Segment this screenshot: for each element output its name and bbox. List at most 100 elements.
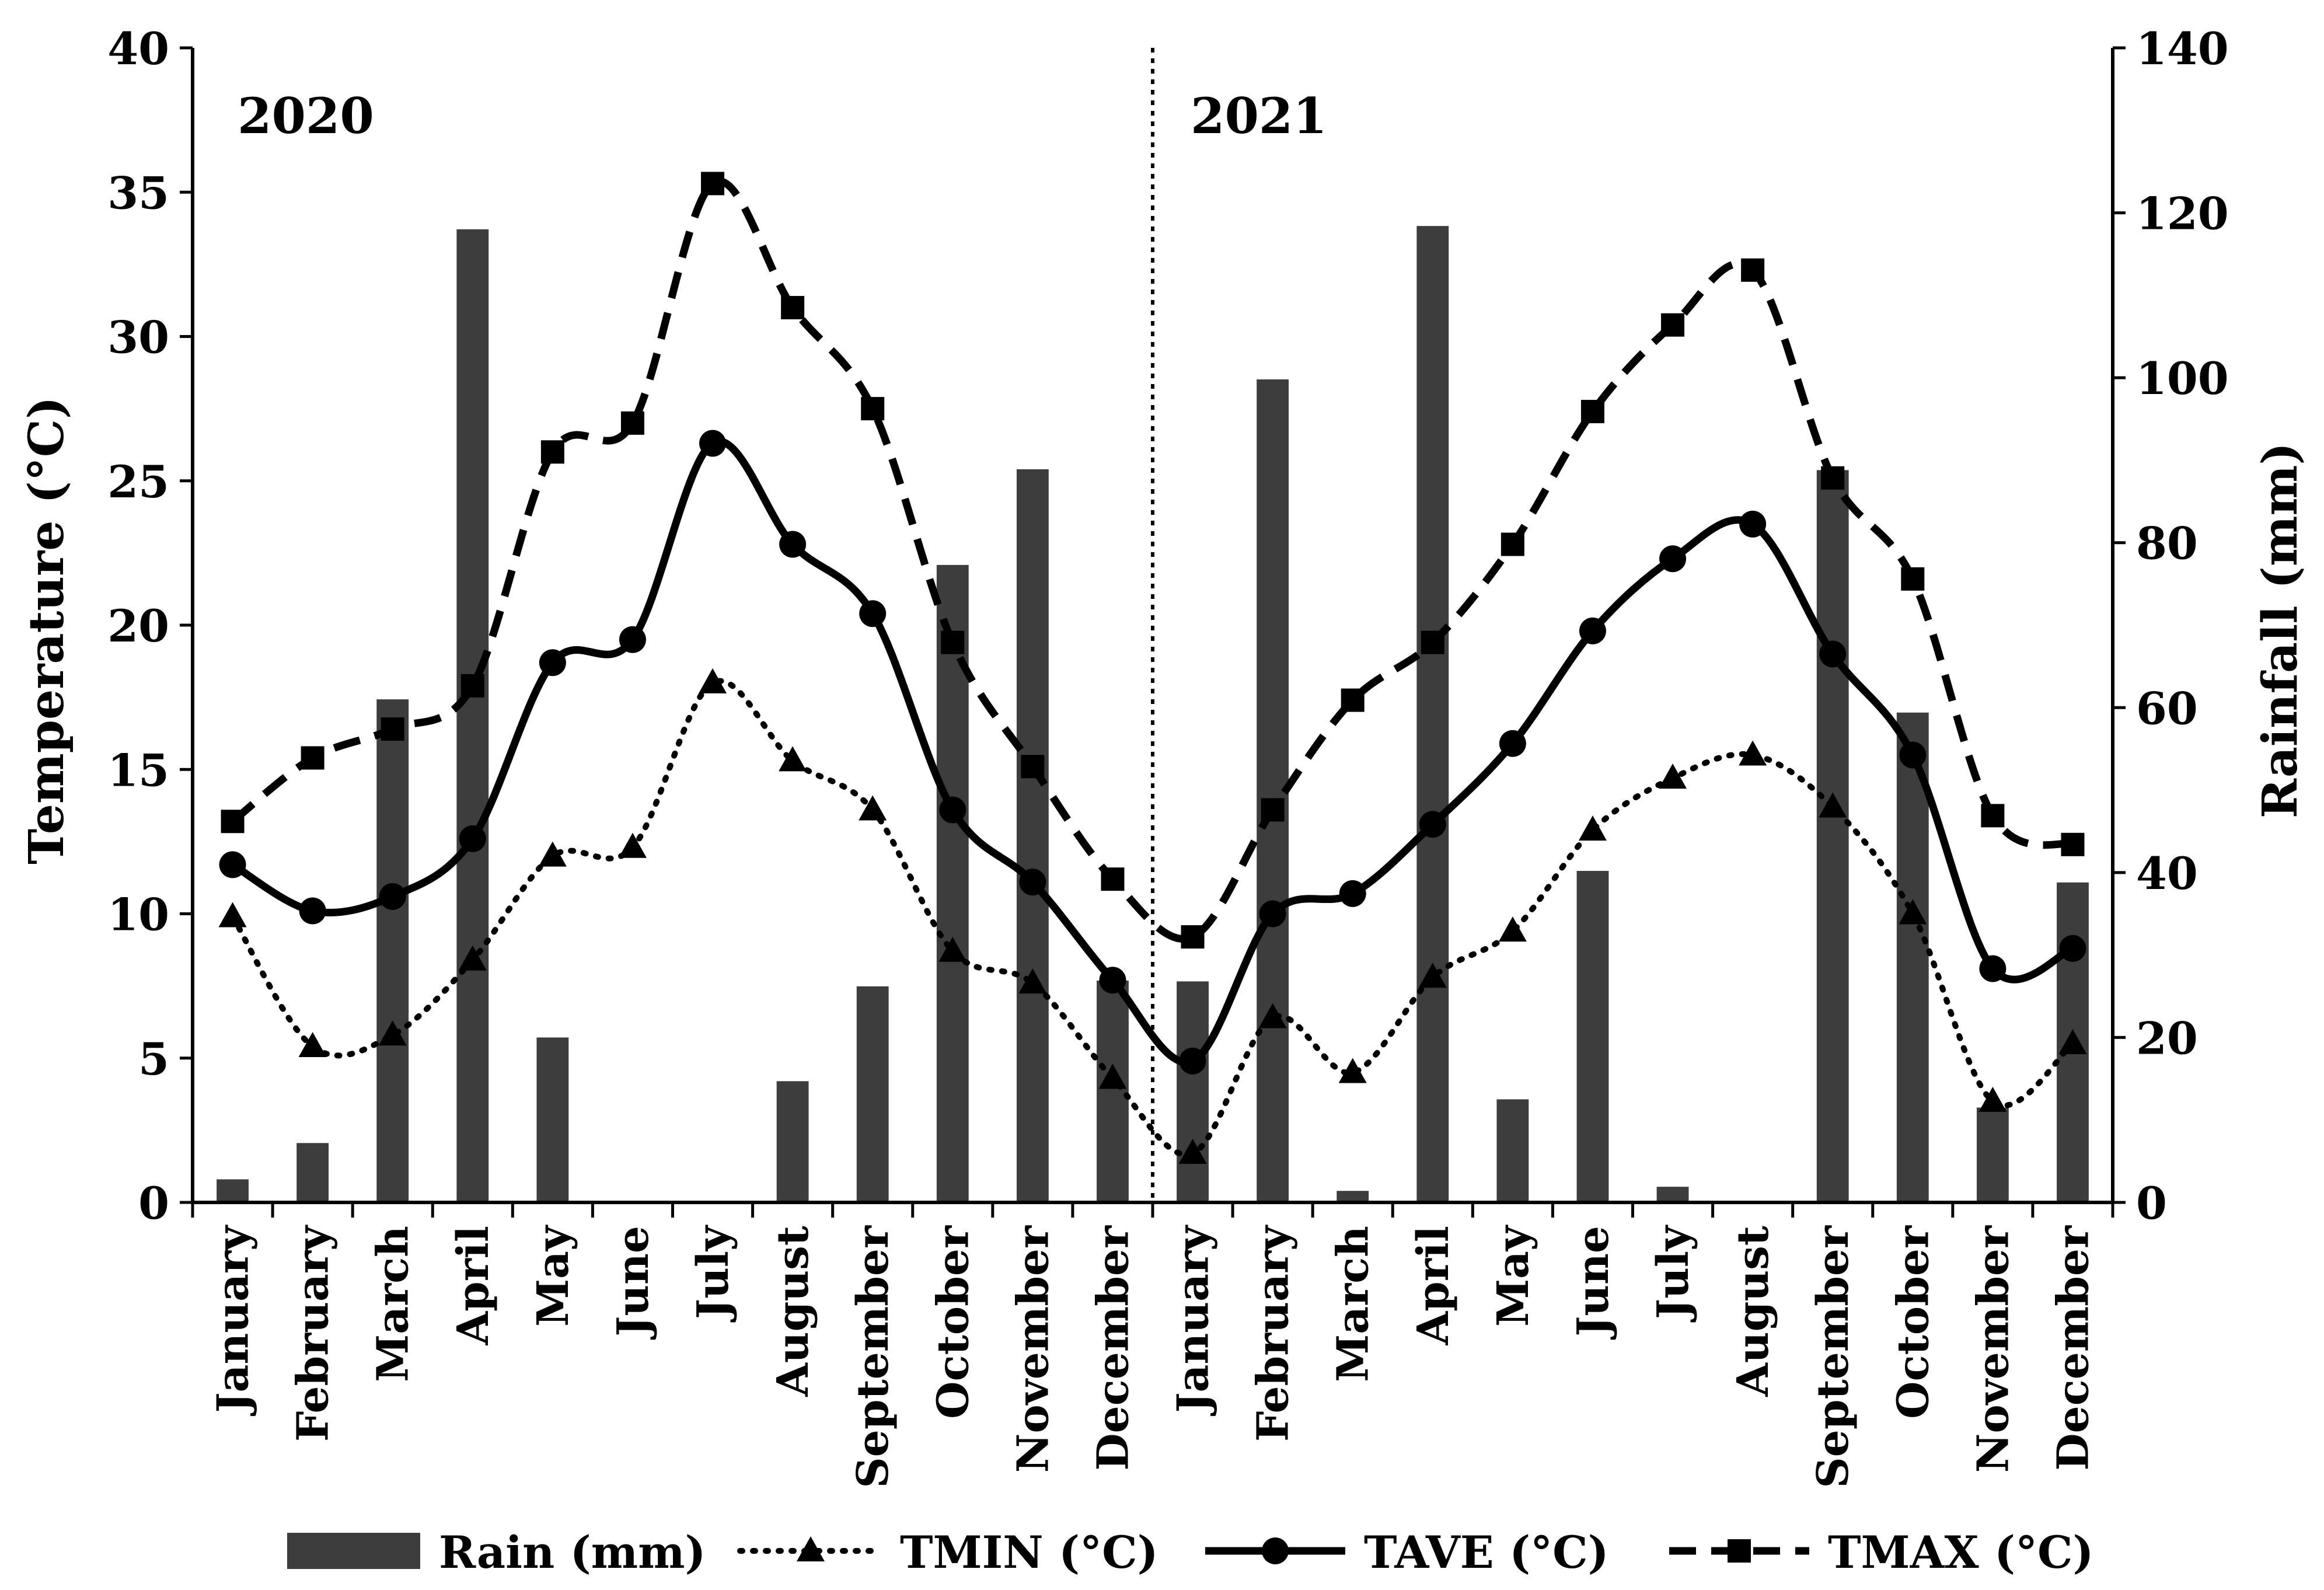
rain-bar bbox=[1177, 981, 1209, 1202]
x-tick-label: February bbox=[288, 1225, 339, 1442]
tave-point bbox=[699, 430, 727, 457]
rain-bar bbox=[376, 699, 409, 1202]
rain-bar bbox=[1416, 226, 1449, 1203]
rain-bar bbox=[856, 986, 889, 1202]
tave-point bbox=[1019, 869, 1046, 896]
tave-point bbox=[1099, 967, 1126, 994]
tmax-point bbox=[1821, 466, 1845, 490]
x-tick-label: August bbox=[1728, 1226, 1778, 1397]
tave-point bbox=[1579, 617, 1606, 644]
tmin-point bbox=[1978, 1086, 2007, 1112]
tmax-point bbox=[1421, 630, 1444, 654]
tmin-point bbox=[938, 936, 967, 962]
rain-bar bbox=[1976, 1107, 2009, 1202]
y-left-tick-label: 10 bbox=[107, 889, 169, 941]
tave-point bbox=[859, 600, 887, 627]
x-tick-label: November bbox=[1968, 1225, 2018, 1473]
tave-point bbox=[939, 796, 966, 824]
x-tick-label: August bbox=[768, 1226, 818, 1397]
year-label-2020: 2020 bbox=[238, 87, 374, 145]
tave-point bbox=[219, 851, 246, 878]
y-right-tick-label: 0 bbox=[2136, 1177, 2167, 1229]
rain-bar bbox=[1896, 712, 1929, 1202]
tave-point bbox=[1339, 880, 1366, 907]
tmin-point bbox=[1578, 815, 1607, 841]
y-right-tick-label: 120 bbox=[2136, 188, 2229, 240]
y-right-tick-label: 40 bbox=[2136, 848, 2198, 899]
rain-bar bbox=[296, 1143, 329, 1202]
x-tick-label: May bbox=[1488, 1225, 1538, 1327]
y-right-tick-label: 80 bbox=[2136, 518, 2198, 570]
tmin-point bbox=[378, 1020, 407, 1046]
x-tick-label: November bbox=[1008, 1225, 1058, 1473]
x-tick-label: December bbox=[1088, 1225, 1138, 1471]
tmax-point bbox=[1181, 925, 1205, 949]
tave-point bbox=[299, 897, 326, 925]
x-tick-label: April bbox=[448, 1226, 498, 1345]
tave-point bbox=[619, 626, 646, 653]
tmin-point bbox=[859, 795, 887, 821]
tmax-point bbox=[1661, 313, 1685, 337]
year-label-2021: 2021 bbox=[1191, 87, 1327, 145]
rain-bar bbox=[456, 229, 489, 1202]
tmin-point bbox=[538, 841, 567, 867]
tave-point bbox=[459, 825, 486, 852]
y-right-tick-label: 60 bbox=[2136, 682, 2198, 734]
tmin-point bbox=[1739, 740, 1767, 766]
tmin-point bbox=[1178, 1138, 1207, 1164]
y-left-axis-label: Temperature (°C) bbox=[19, 396, 75, 864]
tmax-point bbox=[1261, 798, 1285, 822]
tmax-point bbox=[1501, 532, 1524, 556]
rain-bar bbox=[1576, 871, 1609, 1202]
x-tick-label: June bbox=[1568, 1226, 1618, 1340]
tmax-point bbox=[381, 717, 404, 741]
tmax-point bbox=[1101, 867, 1125, 891]
temperature-lines bbox=[218, 172, 2087, 1164]
legend-swatch-rain bbox=[287, 1533, 420, 1569]
x-tick-label: February bbox=[1248, 1225, 1299, 1442]
y-left-tick-label: 20 bbox=[107, 600, 169, 652]
y-left-tick-label: 35 bbox=[107, 167, 169, 219]
tmax-point bbox=[1981, 804, 2005, 828]
x-tick-label: July bbox=[688, 1225, 738, 1323]
rain-bar bbox=[1816, 470, 1849, 1203]
tmin-point bbox=[1819, 792, 1847, 818]
tmin-point bbox=[1098, 1064, 1127, 1089]
y-left-tick-label: 5 bbox=[138, 1033, 169, 1085]
y-left-tick-label: 25 bbox=[107, 456, 169, 508]
x-tick-label: December bbox=[2048, 1225, 2098, 1471]
tave-point bbox=[1259, 900, 1286, 928]
x-tick-label: March bbox=[1328, 1226, 1379, 1382]
tmax-point bbox=[620, 411, 644, 435]
tmax-point bbox=[2061, 832, 2085, 856]
x-tick-label: September bbox=[1808, 1225, 1858, 1488]
tmin-point bbox=[298, 1031, 327, 1057]
y-left-tick-label: 40 bbox=[107, 23, 169, 75]
tave-point bbox=[379, 883, 406, 910]
rain-bar bbox=[1097, 980, 1129, 1202]
rain-bar bbox=[1656, 1187, 1689, 1202]
x-tick-label: March bbox=[368, 1226, 418, 1382]
x-tick-label: October bbox=[1888, 1225, 1938, 1419]
tmax-line bbox=[230, 177, 2074, 943]
rain-bar bbox=[217, 1179, 249, 1202]
tave-point bbox=[779, 531, 807, 558]
tmin-point bbox=[779, 746, 807, 772]
tmin-point bbox=[618, 832, 647, 858]
rain-bar bbox=[536, 1037, 569, 1202]
tmax-point bbox=[1021, 755, 1045, 779]
rain-bar bbox=[776, 1081, 809, 1202]
x-tick-label: January bbox=[208, 1225, 259, 1417]
tmin-point bbox=[1899, 899, 1927, 925]
tmin-point bbox=[1659, 763, 1687, 789]
tmax-point bbox=[781, 296, 805, 320]
tmax-point bbox=[1580, 400, 1604, 424]
legend: Rain (mm) TMIN (°C) TAVE (°C) TMAX (°C) bbox=[287, 1526, 2093, 1578]
tave-point bbox=[1419, 811, 1446, 838]
tmax-point bbox=[1741, 258, 1765, 282]
legend-label-tmax: TMAX (°C) bbox=[1828, 1526, 2093, 1578]
y-left-tick-label: 15 bbox=[107, 744, 169, 796]
tave-point bbox=[1499, 730, 1526, 757]
tave-point bbox=[1179, 1047, 1206, 1075]
